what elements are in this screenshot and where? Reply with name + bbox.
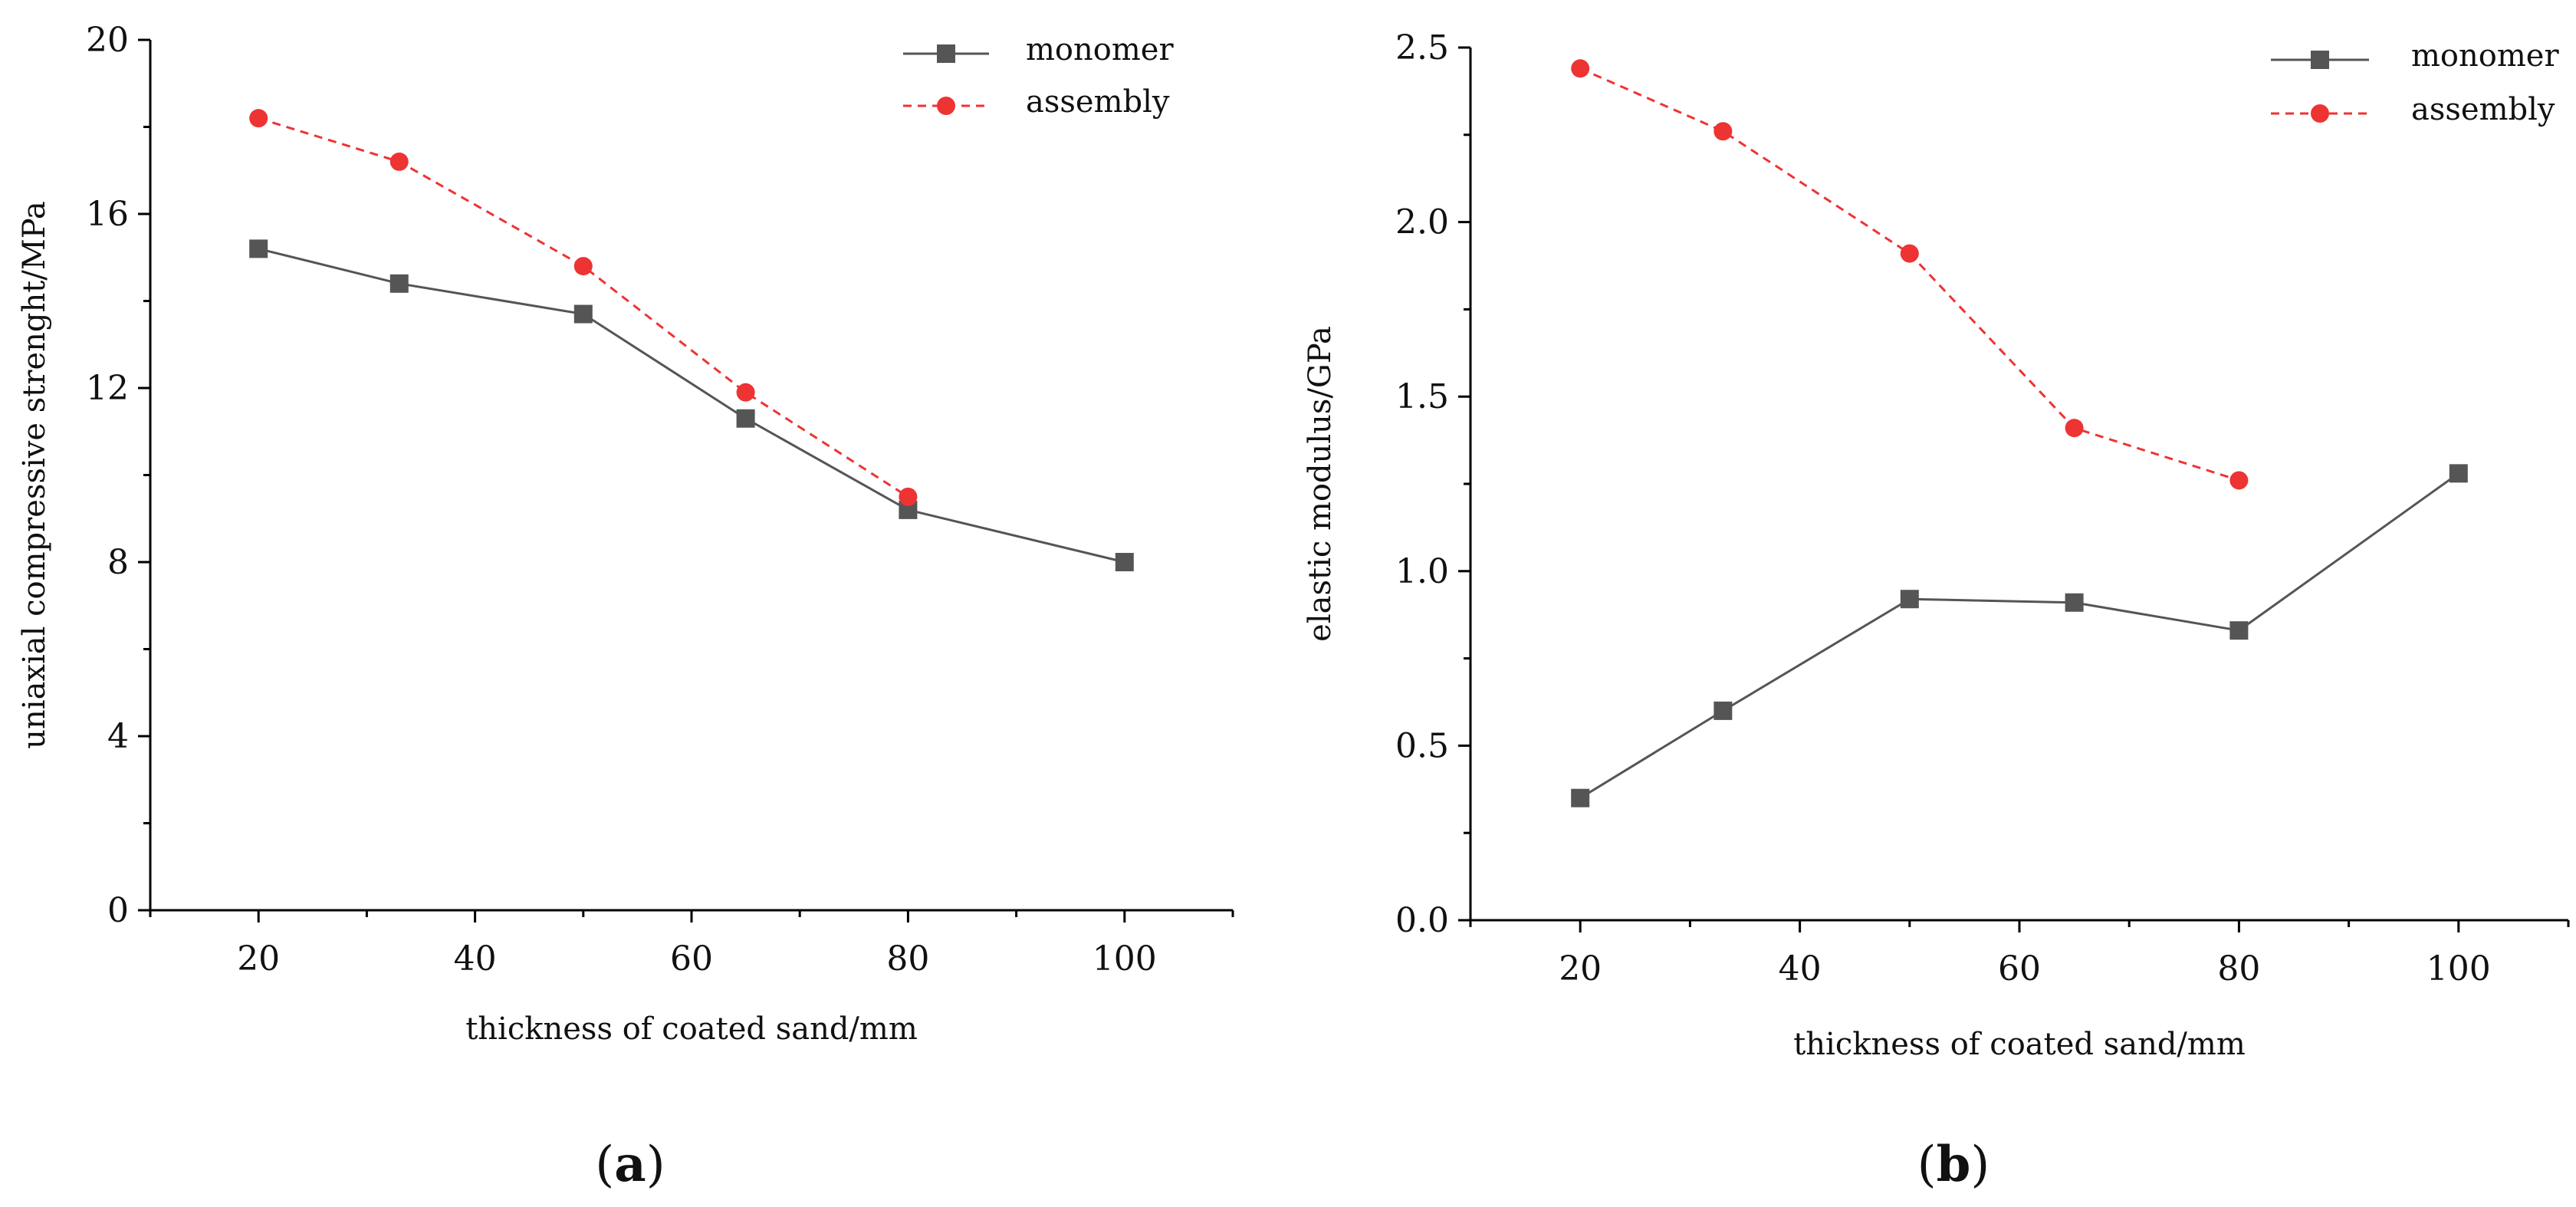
chart-a-y-tick-label: 4 [107, 717, 129, 756]
chart-b-legend-monomer: monomer [2271, 38, 2559, 74]
chart-b-legend-monomer-marker [2311, 51, 2329, 69]
chart-b-series-assembly [1571, 59, 2249, 490]
chart-b-x-tick-label: 100 [2426, 949, 2491, 988]
chart-a-y-axis-title: uniaxial compressive strenght/MPa [17, 201, 52, 749]
chart-a-monomer-point [573, 304, 593, 324]
chart-b-y-tick-label: 2.5 [1395, 28, 1449, 67]
chart-a-assembly-point [389, 152, 409, 171]
chart-a-assembly-point [899, 487, 918, 506]
chart-a-x-tick-label: 80 [886, 939, 929, 978]
chart-a-legend-assembly-label: assembly [1026, 84, 1170, 120]
chart-b-y-tick-label: 2.0 [1395, 203, 1449, 242]
chart-b-x-tick-label: 80 [2217, 949, 2260, 988]
chart-a-x-tick-label: 60 [670, 939, 713, 978]
chart-b-y-tick-label: 0.0 [1395, 901, 1449, 940]
chart-b-x-tick-label: 60 [1998, 949, 2041, 988]
chart-b-x-tick-label: 40 [1779, 949, 1822, 988]
chart-b-y-tick-label: 1.0 [1395, 552, 1449, 591]
chart-b-assembly-point [1714, 122, 1733, 141]
chart-b-monomer-point [2065, 593, 2084, 612]
chart-a-monomer-point [249, 239, 268, 258]
chart-a-x-tick-label: 100 [1092, 939, 1157, 978]
chart-a-x-axis-title: thickness of coated sand/mm [465, 1011, 918, 1047]
chart-b-monomer-line [1579, 472, 2459, 799]
chart-a-assembly-point [249, 109, 268, 128]
chart-b-panel-label: (b) [1917, 1136, 1990, 1193]
chart-b-monomer-point [2229, 621, 2249, 640]
chart-b-monomer-point [1714, 701, 1733, 720]
chart-b-monomer-point [1900, 590, 1919, 609]
chart-a-y-tick-label: 12 [86, 369, 129, 408]
chart-a: 0 4 8 12 16 20 20 40 60 80 100 thickness of coated … [17, 21, 1234, 1193]
chart-a-y-tick-label: 0 [107, 891, 129, 930]
chart-a-assembly-line [258, 117, 909, 498]
chart-b-assembly-line [1579, 67, 2239, 482]
chart-a-y-tick-label: 16 [86, 195, 129, 234]
chart-b-y-axis-title: elastic modulus/GPa [1303, 326, 1338, 642]
chart-b-legend-monomer-label: monomer [2411, 38, 2559, 74]
chart-a-y-tick-label: 20 [86, 21, 129, 60]
chart-a-legend-monomer: monomer [903, 32, 1174, 67]
chart-a-panel-label: (a) [595, 1136, 665, 1193]
chart-b-legend-assembly-marker [2311, 104, 2329, 123]
chart-b-assembly-point [1571, 59, 1590, 78]
chart-a-x-tick-label: 40 [454, 939, 497, 978]
chart-a-assembly-point [736, 383, 755, 402]
chart-a-monomer-point [1115, 553, 1134, 571]
chart-a-monomer-point [736, 409, 755, 428]
chart-b-assembly-point [1900, 244, 1919, 263]
chart-b-y-tick-label: 0.5 [1395, 726, 1449, 765]
chart-a-series-monomer [249, 239, 1134, 571]
chart-b-assembly-point [2065, 419, 2084, 438]
chart-b-monomer-point [2449, 464, 2468, 483]
chart-a-x-tick-label: 20 [237, 939, 280, 978]
chart-b-monomer-point [1571, 788, 1590, 807]
chart-a-assembly-point [573, 257, 593, 276]
chart-a-legend-assembly: assembly [903, 84, 1170, 120]
chart-b-assembly-point [2229, 471, 2249, 490]
chart-b-x-tick-label: 20 [1559, 949, 1602, 988]
chart-a-legend-monomer-marker [937, 44, 955, 63]
chart-a-y-tick-label: 8 [107, 543, 129, 582]
chart-b-legend-assembly-label: assembly [2411, 92, 2555, 127]
chart-b-x-axis-title: thickness of coated sand/mm [1793, 1027, 2246, 1062]
chart-a-legend-assembly-marker [937, 97, 955, 115]
chart-a-series-assembly [249, 109, 918, 506]
chart-b: 0.0 0.5 1.0 1.5 2.0 2.5 20 40 60 80 100 thickness o… [1303, 28, 2570, 1193]
chart-a-monomer-point [389, 274, 409, 293]
chart-b-legend-assembly: assembly [2271, 92, 2555, 127]
chart-a-legend-monomer-label: monomer [1026, 32, 1174, 67]
chart-a-monomer-line [258, 247, 1125, 564]
chart-b-y-tick-label: 1.5 [1395, 377, 1449, 416]
chart-b-series-monomer [1571, 464, 2468, 807]
